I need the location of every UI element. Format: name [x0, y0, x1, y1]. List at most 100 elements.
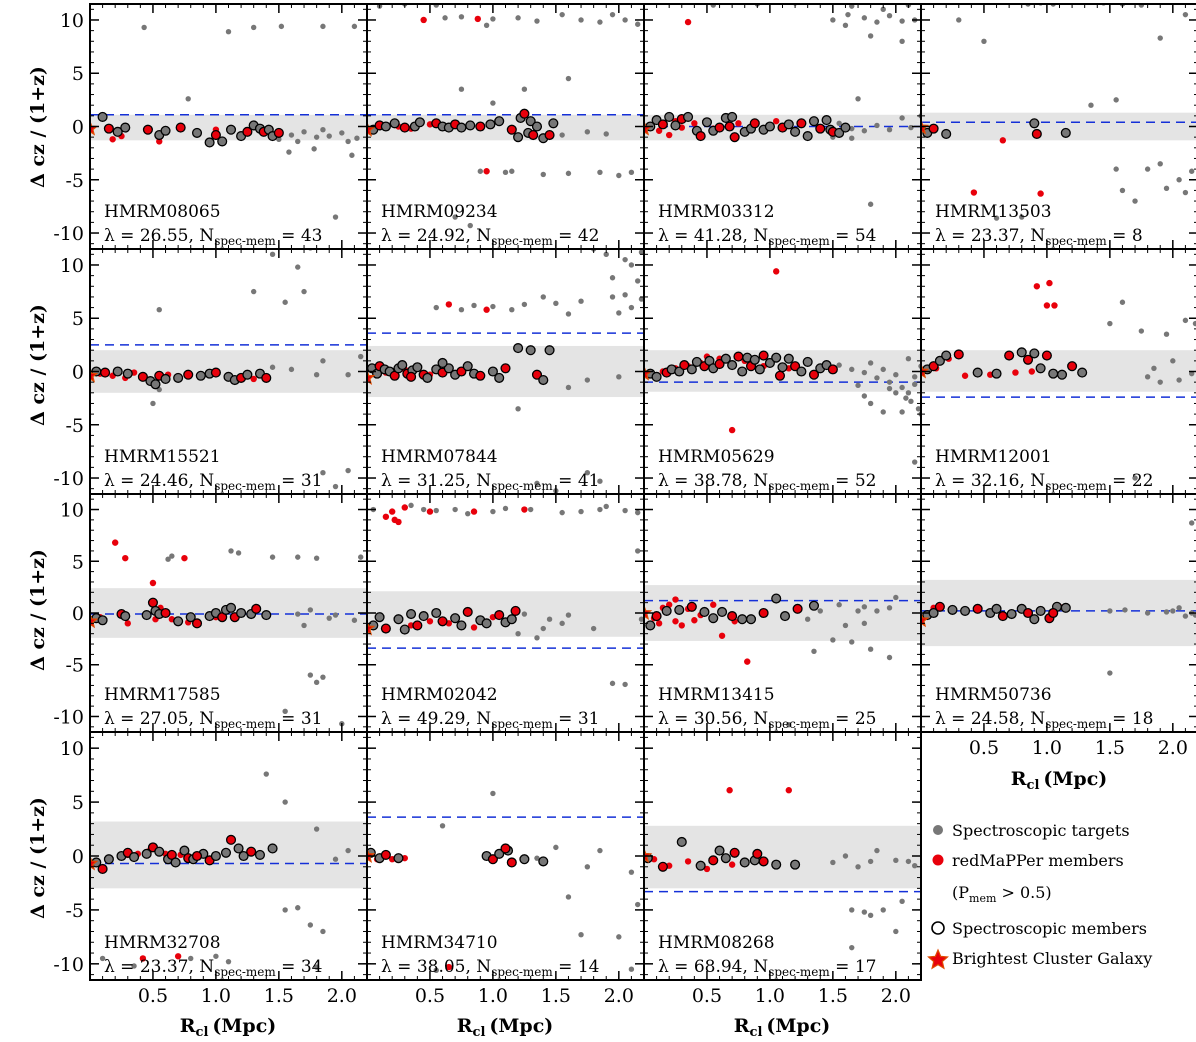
spectroscopic-member-point	[225, 124, 237, 135]
nspec-subscript: spec-mem	[214, 965, 276, 979]
spectroscopic-target-point	[886, 385, 893, 392]
spectroscopic-target-point	[354, 135, 360, 141]
spectroscopic-target-point	[1132, 475, 1138, 481]
nspec-subscript: spec-mem	[491, 479, 553, 493]
spectroscopic-member-point	[525, 345, 536, 356]
spectroscopic-target-point	[326, 615, 332, 621]
spectroscopic-member-point	[808, 116, 820, 127]
spectroscopic-target-point	[584, 469, 591, 476]
spectroscopic-target-point	[565, 612, 572, 618]
spectroscopic-target-point	[912, 381, 918, 387]
spectroscopic-target-point	[540, 625, 546, 632]
spectroscopic-member-point	[796, 366, 807, 377]
spectroscopic-target-point	[830, 859, 836, 866]
spectroscopic-target-point	[433, 507, 439, 514]
spectroscopic-target-point	[1182, 189, 1189, 196]
membership-band	[644, 825, 921, 889]
spectroscopic-member-point	[462, 361, 473, 372]
spectroscopic-member-point	[779, 611, 791, 622]
spectroscopic-target-point	[1144, 610, 1151, 616]
redmapper-member-point	[726, 787, 733, 794]
spectroscopic-target-point	[622, 507, 628, 514]
spectroscopic-member-point	[783, 353, 794, 364]
spectroscopic-target-point	[849, 907, 855, 913]
spectroscopic-member-point	[727, 360, 738, 371]
spectroscopic-target-point	[603, 251, 609, 258]
spectroscopic-member-point	[122, 368, 133, 379]
y-tick-label: 0	[72, 603, 84, 625]
redmapper-member-point	[483, 306, 490, 313]
spectroscopic-member-point	[380, 623, 391, 634]
redmapper-member-point	[744, 658, 751, 665]
spectroscopic-member-point	[393, 853, 404, 864]
spectroscopic-member-point	[97, 111, 108, 122]
spectroscopic-target-point	[855, 382, 861, 389]
spectroscopic-target-point	[861, 369, 868, 376]
spectroscopic-target-point	[465, 510, 471, 517]
spectroscopic-member-point	[217, 136, 228, 147]
spectroscopic-target-point	[861, 909, 868, 915]
spectroscopic-target-point	[235, 550, 242, 556]
spectroscopic-member-point	[928, 361, 939, 372]
redmapper-member-point	[483, 168, 490, 175]
spectroscopic-target-point	[288, 366, 295, 373]
legend-bcg-marker	[927, 948, 949, 970]
spectroscopic-target-point	[452, 214, 458, 220]
spectroscopic-target-point	[861, 15, 868, 21]
spectroscopic-target-point	[886, 654, 893, 661]
x-tick-label: 2.0	[1158, 737, 1188, 759]
redmapper-member-point	[174, 953, 182, 960]
spectroscopic-member-point	[695, 131, 706, 142]
spectroscopic-target-point	[861, 128, 868, 134]
cluster-stats-label: λ = 38.05, Nspec-mem = 14	[381, 957, 599, 979]
nspec-value: = 8	[1107, 226, 1143, 246]
spectroscopic-target-point	[477, 168, 484, 174]
x-tick-label: 1.0	[478, 985, 508, 1007]
y-tick-label: -5	[65, 655, 84, 677]
spectroscopic-member-point	[714, 358, 725, 370]
spectroscopic-target-point	[509, 168, 515, 174]
spectroscopic-target-point	[559, 11, 565, 18]
spectroscopic-target-point	[830, 17, 836, 23]
spectroscopic-member-point	[834, 127, 845, 138]
membership-band	[921, 350, 1196, 392]
y-tick-label: -5	[65, 415, 84, 437]
nspec-value: = 54	[830, 226, 877, 246]
spectroscopic-member-point	[1041, 350, 1052, 361]
spectroscopic-member-point	[796, 118, 807, 129]
spectroscopic-target-point	[893, 390, 899, 396]
spectroscopic-target-point	[1170, 608, 1176, 614]
spectroscopic-target-point	[912, 459, 918, 465]
redmapper-member-point	[1051, 302, 1058, 309]
spectroscopic-target-point	[905, 390, 912, 396]
spectroscopic-member-point	[764, 357, 775, 369]
spectroscopic-target-point	[830, 637, 836, 643]
spectroscopic-member-point	[506, 124, 517, 135]
redmapper-member-point	[445, 301, 453, 308]
spectroscopic-target-point	[874, 847, 880, 854]
legend-redmapper-label: redMaPPer members	[952, 851, 1124, 870]
spectroscopic-target-point	[301, 288, 307, 295]
spectroscopic-target-point	[269, 251, 276, 258]
spectroscopic-target-point	[886, 379, 893, 385]
spectroscopic-member-point	[548, 118, 559, 129]
spectroscopic-member-point	[739, 857, 750, 868]
spectroscopic-target-point	[150, 400, 156, 407]
x-tick-label: 1.5	[541, 985, 571, 1007]
nspec-subscript: spec-mem	[491, 234, 553, 248]
spectroscopic-target-point	[1170, 358, 1176, 364]
spectroscopic-target-point	[307, 607, 314, 613]
spectroscopic-target-point	[635, 901, 641, 908]
redmapper-member-point	[773, 117, 780, 125]
spectroscopic-member-point	[752, 848, 763, 859]
spectroscopic-target-point	[442, 15, 448, 21]
spectroscopic-member-point	[1004, 350, 1015, 361]
spectroscopic-target-point	[867, 360, 874, 366]
spectroscopic-target-point	[616, 310, 622, 316]
spectroscopic-target-point	[282, 299, 288, 305]
spectroscopic-member-point	[393, 614, 404, 625]
spectroscopic-target-point	[301, 622, 307, 629]
spectroscopic-target-point	[635, 509, 641, 516]
spectroscopic-member-point	[437, 357, 448, 369]
spectroscopic-member-point	[531, 121, 543, 132]
